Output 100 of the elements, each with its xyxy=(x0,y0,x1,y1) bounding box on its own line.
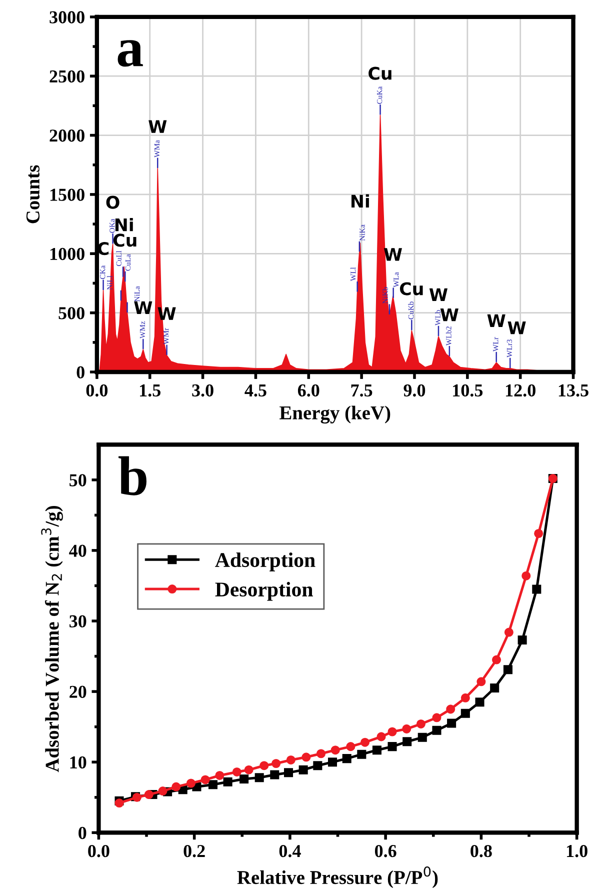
point xyxy=(416,719,426,729)
x-tick-label: 9.0 xyxy=(404,384,426,397)
point xyxy=(232,767,242,776)
x-tick-label: 0.0 xyxy=(86,384,108,397)
point xyxy=(284,768,294,778)
annotation: W xyxy=(508,321,526,334)
x-tick-label: 0.6 xyxy=(374,844,396,858)
point xyxy=(270,770,280,780)
point xyxy=(244,765,254,774)
x-axis-title: Relative Pressure (P/P$^{0}$) xyxy=(237,866,438,888)
point xyxy=(360,738,370,747)
y-tick-label: 50 xyxy=(70,474,86,486)
point xyxy=(376,732,386,742)
y-tick-label: 3000 xyxy=(50,11,84,24)
point xyxy=(447,718,456,728)
point xyxy=(144,790,154,800)
point xyxy=(286,755,296,764)
point xyxy=(342,754,352,764)
point xyxy=(518,636,527,645)
x-tick-label: 0.4 xyxy=(279,844,301,858)
y-tick-label: 2000 xyxy=(50,130,84,142)
annotation: W xyxy=(440,308,458,322)
point xyxy=(298,765,308,774)
y-tick-label: 20 xyxy=(70,686,86,698)
point xyxy=(346,742,356,752)
point xyxy=(114,798,124,808)
y-tick-label: 1000 xyxy=(50,248,84,260)
x-tick-label: 0.8 xyxy=(470,844,492,858)
point xyxy=(446,704,456,714)
annotation: W xyxy=(134,301,152,314)
y-tick-label: 0 xyxy=(76,366,84,378)
y-tick-label: 1500 xyxy=(50,188,84,201)
point xyxy=(388,742,397,752)
point xyxy=(208,780,218,790)
point xyxy=(388,727,397,736)
x-tick-label: 1.0 xyxy=(566,844,588,858)
x-tick-label: 6.0 xyxy=(298,384,320,397)
x-tick-label: 7.5 xyxy=(351,384,372,397)
x-tick-label: 13.5 xyxy=(558,384,588,397)
annotation: Cu xyxy=(400,282,423,296)
point xyxy=(432,726,442,735)
point xyxy=(402,737,412,746)
y-axis-title: Counts xyxy=(26,165,40,224)
x-tick-label: 4.5 xyxy=(244,384,266,397)
x-tick-label: 0.0 xyxy=(88,844,110,858)
point xyxy=(272,758,281,768)
point xyxy=(492,655,502,664)
point xyxy=(240,774,249,784)
point xyxy=(475,698,484,707)
x-tick-label: 12.0 xyxy=(506,384,536,397)
point xyxy=(254,773,264,782)
annotation: W xyxy=(429,288,448,301)
point xyxy=(316,749,326,758)
y-tick-label: 500 xyxy=(58,307,84,320)
point xyxy=(534,528,544,538)
point xyxy=(172,782,181,792)
annotation: W xyxy=(148,120,167,133)
point xyxy=(532,584,542,594)
y-tick-label: 2500 xyxy=(50,70,84,83)
x-tick-label: 10.5 xyxy=(453,384,483,397)
point xyxy=(186,778,196,788)
point xyxy=(313,761,322,770)
annotation: Ni xyxy=(115,218,133,232)
annotation: Ni xyxy=(352,194,369,208)
x-tick-label: 1.5 xyxy=(140,384,160,397)
x-tick-label: 0.2 xyxy=(184,844,205,858)
point xyxy=(260,761,269,770)
legend-label: Adsorption xyxy=(215,552,316,572)
point xyxy=(476,677,486,686)
chart-title: a xyxy=(118,40,143,67)
annotation: Cu xyxy=(368,66,392,80)
point xyxy=(490,683,500,693)
point xyxy=(200,775,210,784)
point xyxy=(432,713,442,722)
chart-title: b xyxy=(118,456,146,496)
y-tick-label: 10 xyxy=(70,756,86,769)
y-tick-label: 40 xyxy=(69,544,86,557)
point xyxy=(372,746,382,755)
y-tick-label: 0 xyxy=(78,826,86,840)
y-tick-label: 30 xyxy=(70,615,86,628)
point xyxy=(302,752,311,762)
point xyxy=(460,693,470,702)
legend-label: Desorption xyxy=(215,582,313,601)
point xyxy=(357,750,366,759)
point xyxy=(418,732,427,742)
point xyxy=(215,770,224,780)
point xyxy=(158,786,168,796)
point xyxy=(223,777,232,786)
point xyxy=(503,665,512,674)
annotation: Cu xyxy=(113,234,136,247)
x-axis-title: Energy (keV) xyxy=(280,406,390,424)
point xyxy=(504,628,514,637)
annotation: W xyxy=(487,314,506,328)
annotation: O xyxy=(106,196,120,209)
point xyxy=(402,724,412,734)
point xyxy=(460,708,470,718)
point xyxy=(330,746,340,755)
point xyxy=(328,758,338,767)
y-axis-title: Adsorbed Volume of N$_{2}$ (cm$^{3}$/g) xyxy=(41,506,63,772)
point xyxy=(522,571,531,580)
